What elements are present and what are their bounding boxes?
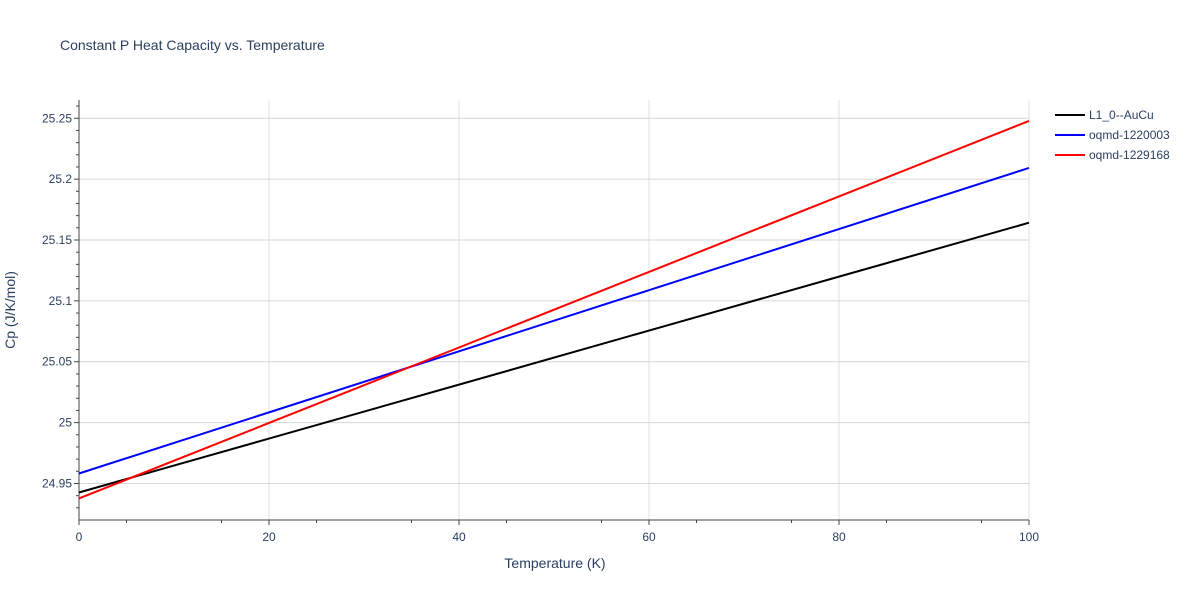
series-line-oqmd-1220003 bbox=[78, 166, 1030, 475]
legend-item-label: oqmd-1220003 bbox=[1089, 128, 1170, 142]
y-tick-label: 24.95 bbox=[42, 476, 72, 490]
y-tick-label: 25 bbox=[59, 416, 73, 430]
y-tick-label: 25.15 bbox=[42, 233, 72, 247]
y-axis-label: Cp (J/K/mol) bbox=[2, 271, 18, 349]
x-tick-label: 80 bbox=[832, 530, 846, 544]
y-tick-label: 25.1 bbox=[49, 294, 73, 308]
axes: 0 20 40 60 80 100 24.95 25 25.05 25.1 25.15 25.2 25.… bbox=[42, 100, 1039, 544]
series-line-oqmd-1229168 bbox=[78, 120, 1030, 500]
series-lines bbox=[78, 120, 1030, 500]
x-tick-label: 100 bbox=[1019, 530, 1039, 544]
x-axis-label: Temperature (K) bbox=[504, 555, 605, 571]
legend[interactable]: L1_0--AuCu oqmd-1220003 oqmd-1229168 bbox=[1055, 108, 1170, 162]
legend-item-label: oqmd-1229168 bbox=[1089, 148, 1170, 162]
x-tick-label: 60 bbox=[642, 530, 656, 544]
chart-title: Constant P Heat Capacity vs. Temperature bbox=[60, 37, 325, 53]
y-tick-label: 25.25 bbox=[42, 111, 72, 125]
y-tick-label: 25.2 bbox=[49, 172, 73, 186]
legend-item-label: L1_0--AuCu bbox=[1089, 108, 1154, 122]
x-tick-label: 0 bbox=[76, 530, 83, 544]
x-tick-label: 20 bbox=[262, 530, 276, 544]
x-tick-label: 40 bbox=[452, 530, 466, 544]
series-line-L1_0--AuCu bbox=[78, 221, 1030, 494]
y-tick-label: 25.05 bbox=[42, 355, 72, 369]
